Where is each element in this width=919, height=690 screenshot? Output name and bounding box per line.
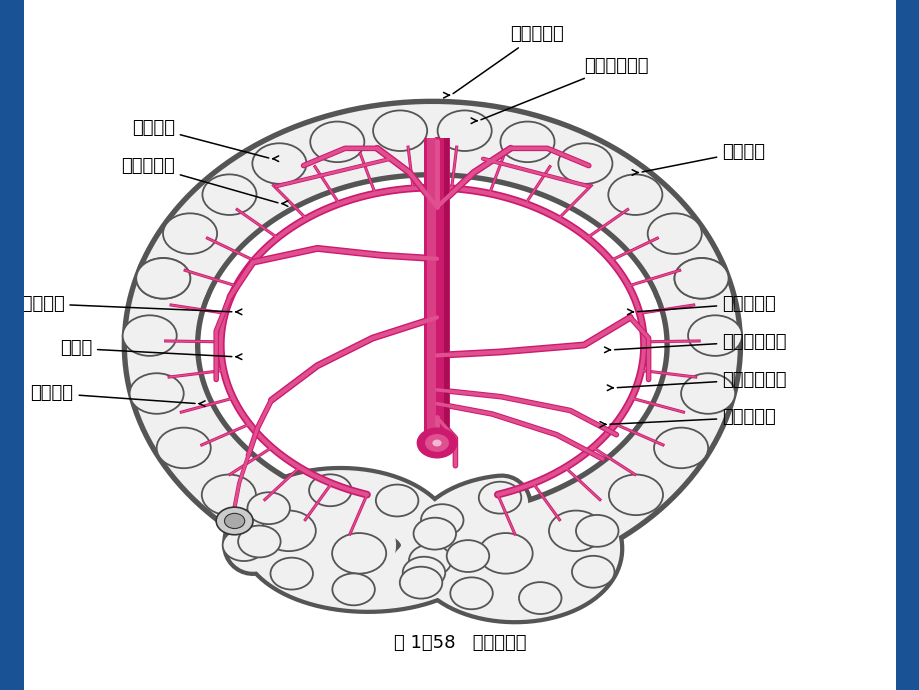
Circle shape bbox=[447, 540, 489, 572]
Bar bbox=[424, 138, 449, 442]
Circle shape bbox=[156, 428, 210, 469]
Circle shape bbox=[332, 533, 386, 573]
Circle shape bbox=[136, 258, 190, 299]
Circle shape bbox=[653, 428, 708, 469]
Circle shape bbox=[432, 440, 441, 446]
Circle shape bbox=[252, 144, 306, 184]
Circle shape bbox=[674, 258, 728, 299]
Text: 图 1－58   结肠的动脉: 图 1－58 结肠的动脉 bbox=[393, 634, 526, 652]
Circle shape bbox=[449, 578, 493, 609]
Circle shape bbox=[224, 513, 244, 529]
Circle shape bbox=[575, 515, 618, 546]
Circle shape bbox=[478, 533, 532, 573]
Circle shape bbox=[549, 511, 603, 551]
Text: 肠系膜下动脉: 肠系膜下动脉 bbox=[614, 333, 786, 351]
Bar bbox=[426, 138, 436, 442]
Bar bbox=[444, 138, 448, 442]
Bar bbox=[895, 0, 919, 690]
Text: 阑尾动脉: 阑尾动脉 bbox=[30, 384, 195, 404]
Text: 右结肠动脉: 右结肠动脉 bbox=[121, 157, 278, 203]
Circle shape bbox=[572, 556, 614, 588]
Circle shape bbox=[163, 213, 217, 254]
Text: 中结肠动脉: 中结肠动脉 bbox=[452, 26, 563, 94]
Circle shape bbox=[607, 175, 662, 215]
Circle shape bbox=[403, 557, 445, 589]
Circle shape bbox=[414, 518, 456, 549]
Circle shape bbox=[421, 504, 463, 536]
Circle shape bbox=[376, 484, 418, 516]
Text: 左结肠动脉: 左结肠动脉 bbox=[637, 295, 775, 313]
Circle shape bbox=[201, 475, 255, 515]
Circle shape bbox=[130, 373, 184, 414]
Circle shape bbox=[373, 110, 426, 151]
Circle shape bbox=[222, 529, 265, 561]
Text: 盲肠支: 盲肠支 bbox=[60, 339, 232, 357]
Text: 肠系膜上动脉: 肠系膜上动脉 bbox=[481, 57, 648, 120]
Circle shape bbox=[332, 573, 374, 605]
Circle shape bbox=[558, 144, 612, 184]
Circle shape bbox=[238, 526, 280, 558]
Circle shape bbox=[437, 110, 491, 151]
Circle shape bbox=[136, 258, 190, 299]
Text: 回结肠动脉: 回结肠动脉 bbox=[11, 295, 232, 313]
Circle shape bbox=[674, 258, 728, 299]
Text: 直肠上动脉: 直肠上动脉 bbox=[609, 408, 775, 426]
Circle shape bbox=[478, 482, 521, 513]
Circle shape bbox=[417, 428, 456, 457]
Circle shape bbox=[400, 566, 442, 599]
Circle shape bbox=[122, 315, 176, 356]
Circle shape bbox=[647, 213, 701, 254]
Bar bbox=[0, 0, 24, 690]
Circle shape bbox=[247, 492, 289, 524]
Circle shape bbox=[518, 582, 561, 614]
Circle shape bbox=[500, 121, 554, 162]
Circle shape bbox=[261, 511, 315, 551]
Circle shape bbox=[216, 507, 253, 535]
Circle shape bbox=[425, 434, 448, 452]
Circle shape bbox=[270, 558, 312, 589]
Circle shape bbox=[680, 373, 734, 414]
Circle shape bbox=[310, 121, 364, 162]
Circle shape bbox=[608, 475, 663, 515]
Circle shape bbox=[202, 175, 256, 215]
Circle shape bbox=[409, 544, 451, 576]
Text: 边缘动脉: 边缘动脉 bbox=[641, 143, 765, 172]
Circle shape bbox=[687, 315, 742, 356]
Text: 边缘动脉: 边缘动脉 bbox=[131, 119, 268, 158]
Text: 乙状结肠动脉: 乙状结肠动脉 bbox=[617, 371, 786, 388]
Circle shape bbox=[309, 474, 351, 506]
